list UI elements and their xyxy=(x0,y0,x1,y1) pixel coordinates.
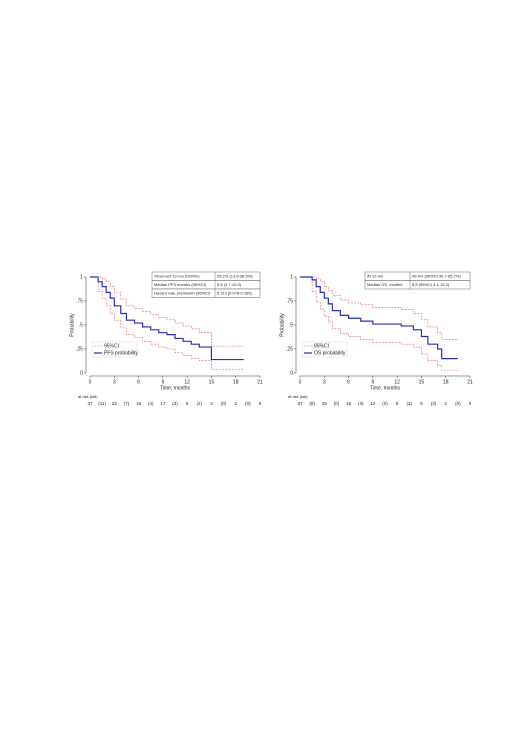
at-risk-value: (4) xyxy=(148,401,154,406)
table-cell: Observed 12-mo (CI90%) xyxy=(154,273,200,278)
table-cell: Median OS, months xyxy=(367,282,402,287)
table-cell: Hazard rate, pts/month (95%CI) xyxy=(154,290,211,295)
table-cell: 0.113 (0.078-0.165) xyxy=(217,290,253,295)
y-axis-title: Probability xyxy=(279,313,285,337)
ci-line xyxy=(90,276,244,370)
at-risk-value: (0) xyxy=(245,401,251,406)
y-tick-label: 0 xyxy=(290,370,293,376)
x-tick-label: 6 xyxy=(347,379,350,385)
at-risk-value: 6 xyxy=(186,401,189,406)
at-risk-value: (0) xyxy=(221,401,227,406)
y-tick-label: .75 xyxy=(76,298,83,304)
y-tick-label: 1 xyxy=(80,274,83,280)
legend-label: PFS probability xyxy=(104,350,138,356)
x-tick-label: 21 xyxy=(257,379,263,385)
x-tick-label: 0 xyxy=(299,379,302,385)
legend-label: 95%CI xyxy=(104,343,119,349)
at-risk-value: 2 xyxy=(234,401,237,406)
legend-label: OS probability xyxy=(314,350,346,356)
x-tick-label: 3 xyxy=(113,379,116,385)
x-tick-label: 9 xyxy=(371,379,374,385)
ci-line xyxy=(300,276,458,340)
at-risk-value: (2) xyxy=(197,401,203,406)
legend-box xyxy=(91,341,138,358)
at-risk-value: (2) xyxy=(407,401,413,406)
x-tick-label: 18 xyxy=(443,379,449,385)
at-risk-value: 5 xyxy=(420,401,423,406)
table-cell: 8.8 (95%CI 4.1-15.2) xyxy=(412,282,450,287)
at-risk-label: at risk (fail) xyxy=(288,394,308,399)
at-risk-value: (3) xyxy=(431,401,437,406)
ci-line xyxy=(90,276,244,347)
y-tick-label: .75 xyxy=(286,298,293,304)
table-row xyxy=(151,288,261,298)
at-risk-value: 2 xyxy=(444,401,447,406)
at-risk-label: at risk (fail) xyxy=(78,394,98,399)
table-cell: At 12-mo xyxy=(367,273,384,278)
at-risk-value: 23 xyxy=(112,401,118,406)
at-risk-value: 16 xyxy=(346,401,352,406)
at-risk-value: 0 xyxy=(259,401,262,406)
x-tick-label: 21 xyxy=(467,379,473,385)
at-risk-value: (0) xyxy=(334,401,340,406)
stats-table: At 12-mo 49.4% (95%CI 30.7-65.7%) Median O… xyxy=(364,271,471,290)
at-risk-value: 3 xyxy=(210,401,213,406)
at-risk-value: 0 xyxy=(469,401,472,406)
at-risk-value: 16 xyxy=(136,401,142,406)
at-risk-value: (8) xyxy=(309,401,315,406)
x-axis-title: Time, months xyxy=(160,385,191,391)
x-tick-label: 12 xyxy=(184,379,190,385)
x-tick-label: 3 xyxy=(323,379,326,385)
at-risk-value: (7) xyxy=(124,401,130,406)
table-cell: Median PFS months (95%CI) xyxy=(154,282,207,287)
legend-box xyxy=(301,341,348,358)
at-risk-value: (3) xyxy=(172,401,178,406)
x-tick-label: 18 xyxy=(233,379,239,385)
x-tick-label: 15 xyxy=(209,379,215,385)
x-tick-label: 15 xyxy=(419,379,425,385)
at-risk-value: (3) xyxy=(358,401,364,406)
stats-table: Observed 12-mo (CI90%) 25.2% (13.6-38.5%)… xyxy=(151,271,261,298)
x-tick-label: 12 xyxy=(394,379,400,385)
x-tick-label: 6 xyxy=(137,379,140,385)
survival-line xyxy=(90,276,244,361)
y-tick-label: .5 xyxy=(79,322,83,328)
x-tick-label: 0 xyxy=(89,379,92,385)
survival-line xyxy=(300,276,458,360)
y-axis-title: Probability xyxy=(69,313,75,337)
table-cell: 5.5 (3.7-10.0) xyxy=(217,282,242,287)
x-tick-label: 9 xyxy=(161,379,164,385)
at-risk-value: 9 xyxy=(396,401,399,406)
ci-line xyxy=(300,276,458,371)
at-risk-value: 17 xyxy=(160,401,166,406)
at-risk-value: (0) xyxy=(455,401,461,406)
at-risk-value: (0) xyxy=(382,401,388,406)
at-risk-value: 37 xyxy=(87,401,93,406)
y-tick-label: .25 xyxy=(286,346,293,352)
x-axis-title: Time, months xyxy=(370,385,401,391)
legend-label: 95%CI xyxy=(314,343,329,349)
at-risk-value: 37 xyxy=(297,401,303,406)
table-cell: 49.4% (95%CI 30.7-65.7%) xyxy=(412,273,461,278)
y-tick-label: .5 xyxy=(289,322,293,328)
y-tick-label: 1 xyxy=(290,274,293,280)
at-risk-value: 12 xyxy=(370,401,376,406)
table-row xyxy=(364,280,471,290)
y-tick-label: 0 xyxy=(80,370,83,376)
at-risk-value: 25 xyxy=(322,401,328,406)
table-cell: 25.2% (13.6-38.5%) xyxy=(217,273,253,278)
at-risk-value: (11) xyxy=(98,401,106,406)
y-tick-label: .25 xyxy=(76,346,83,352)
